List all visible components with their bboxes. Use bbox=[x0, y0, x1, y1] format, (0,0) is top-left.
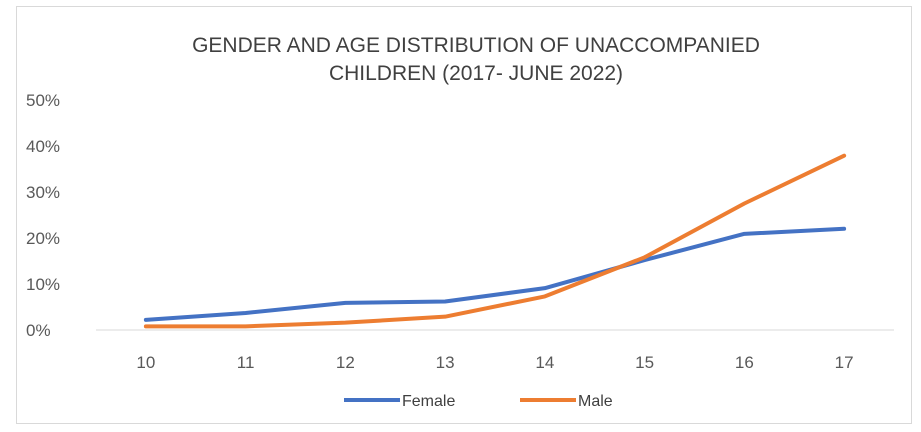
x-tick-label: 10 bbox=[136, 353, 155, 372]
x-tick-label: 11 bbox=[237, 353, 255, 372]
x-tick-label: 12 bbox=[336, 353, 355, 372]
chart-title: GENDER AND AGE DISTRIBUTION OF UNACCOMPA… bbox=[192, 34, 760, 85]
series-line-female bbox=[143, 226, 847, 322]
x-tick-label: 15 bbox=[635, 353, 654, 372]
x-tick-label: 13 bbox=[436, 353, 455, 372]
y-axis-ticks: 0% 10% 20% 30% 40% 50% bbox=[26, 91, 60, 340]
x-tick-label: 14 bbox=[535, 353, 554, 372]
y-tick-label: 0% bbox=[26, 321, 51, 340]
series-line-male bbox=[143, 153, 847, 329]
x-axis-ticks: 10 11 12 13 14 15 16 17 bbox=[136, 353, 853, 372]
y-tick-label: 20% bbox=[26, 229, 60, 248]
legend-label-female: Female bbox=[402, 393, 455, 410]
y-tick-label: 50% bbox=[26, 91, 60, 110]
y-tick-label: 40% bbox=[26, 137, 60, 156]
x-tick-label: 17 bbox=[835, 353, 854, 372]
chart-title-line: CHILDREN (2017- JUNE 2022) bbox=[329, 62, 623, 85]
legend: Female Male bbox=[344, 393, 613, 410]
series-lines bbox=[143, 153, 847, 329]
x-tick-label: 16 bbox=[735, 353, 754, 372]
chart-frame bbox=[16, 6, 912, 424]
y-tick-label: 30% bbox=[26, 183, 60, 202]
chart-title-line: GENDER AND AGE DISTRIBUTION OF UNACCOMPA… bbox=[192, 34, 760, 57]
y-tick-label: 10% bbox=[26, 275, 60, 294]
legend-label-male: Male bbox=[578, 393, 613, 410]
